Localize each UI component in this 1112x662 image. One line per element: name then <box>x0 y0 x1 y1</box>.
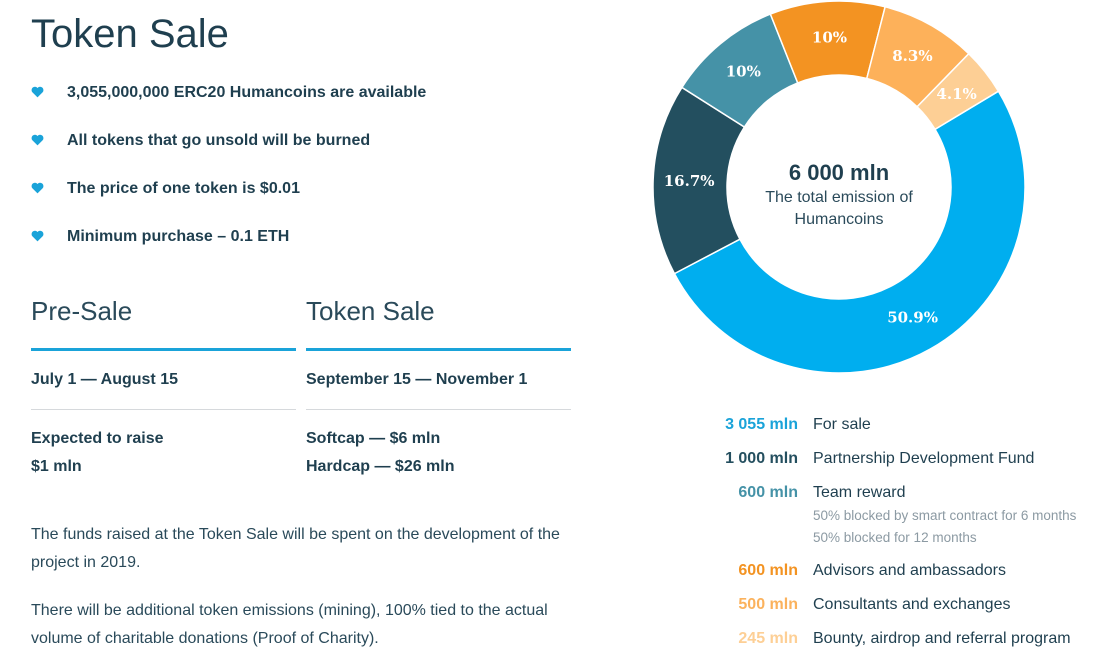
legend-label: Advisors and ambassadors <box>813 562 1006 579</box>
funds-paragraph: The funds raised at the Token Sale will … <box>31 526 560 571</box>
legend-label: Team reward <box>813 484 906 501</box>
slice-percent-label: 10% <box>726 62 761 80</box>
presale-section: Pre-Sale July 1 — August 15 Expected to … <box>31 296 296 481</box>
legend-amount: 600 mln <box>738 562 798 579</box>
bullet-text: The price of one token is $0.01 <box>67 180 300 197</box>
legend-amount: 3 055 mln <box>725 416 798 433</box>
legend-amount: 500 mln <box>738 596 798 613</box>
tokensale-section: Token Sale September 15 — November 1 Sof… <box>306 296 571 481</box>
page-title: Token Sale <box>31 12 229 56</box>
legend-amount: 1 000 mln <box>725 450 798 467</box>
bullet-text: 3,055,000,000 ERC20 Humancoins are avail… <box>67 84 427 101</box>
slice-percent-label: 4.1% <box>936 85 976 103</box>
legend-amount: 600 mln <box>738 484 798 501</box>
presale-heading: Pre-Sale <box>31 296 133 326</box>
presale-raise-amount: $1 mln <box>31 458 82 475</box>
donut-slice <box>916 52 1000 131</box>
slice-percent-label: 10% <box>812 28 847 46</box>
hardcap-text: Hardcap — $26 mln <box>306 458 455 475</box>
heart-icon <box>31 182 44 194</box>
donut-slice <box>673 90 1026 374</box>
total-emission-caption-2: Humancoins <box>795 211 884 228</box>
token-distribution-chart: 50.9% 16.7% 10% 10% 8.3% 4.1% 6 000 mln The t… <box>652 0 1026 374</box>
presale-separator <box>31 409 296 410</box>
legend-label: Bounty, airdrop and referral program <box>813 630 1071 647</box>
heart-icon <box>31 134 44 146</box>
presale-raise-label: Expected to raise <box>31 430 164 447</box>
legend-amount: 245 mln <box>738 630 798 647</box>
total-emission-value: 6 000 mln <box>789 160 889 185</box>
slice-percent-label: 8.3% <box>892 47 932 65</box>
legend-label: Consultants and exchanges <box>813 596 1011 613</box>
tokensale-heading: Token Sale <box>306 296 435 326</box>
presale-divider <box>31 348 296 351</box>
legend-note: 50% blocked by smart contract for 6 mont… <box>813 508 1077 523</box>
legend-label: For sale <box>813 416 871 433</box>
total-emission-caption-1: The total emission of <box>765 189 913 206</box>
legend-label: Partnership Development Fund <box>813 450 1035 467</box>
slice-percent-label: 16.7% <box>664 172 715 190</box>
tokensale-separator <box>306 409 571 410</box>
heart-icon <box>31 86 44 98</box>
tokensale-dates: September 15 — November 1 <box>306 371 528 388</box>
presale-details: Expected to raise $1 mln <box>31 425 296 481</box>
tokensale-divider <box>306 348 571 351</box>
bullet-text: Minimum purchase – 0.1 ETH <box>67 228 290 245</box>
heart-icon <box>31 230 44 242</box>
emissions-paragraph: There will be additional token emissions… <box>31 602 548 647</box>
presale-dates: July 1 — August 15 <box>31 371 178 388</box>
bullet-text: All tokens that go unsold will be burned <box>67 132 371 149</box>
tokensale-details: Softcap — $6 mln Hardcap — $26 mln <box>306 425 571 481</box>
slice-percent-label: 50.9% <box>887 309 938 327</box>
softcap-text: Softcap — $6 mln <box>306 430 441 447</box>
legend-note: 50% blocked for 12 months <box>813 530 977 545</box>
